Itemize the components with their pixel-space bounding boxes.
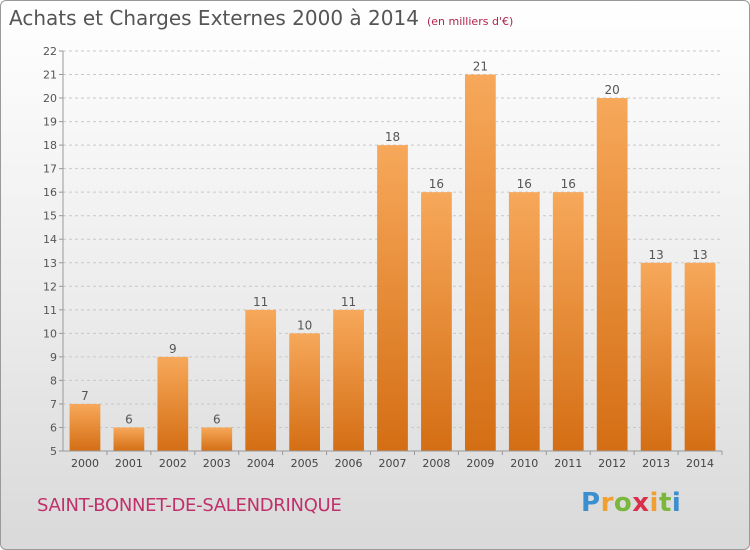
bar [69, 403, 101, 451]
x-tick-label: 2001 [115, 457, 143, 470]
x-tick-label: 2008 [422, 457, 450, 470]
y-tick-label: 5 [50, 445, 57, 458]
y-tick-label: 6 [50, 421, 57, 434]
x-tick-label: 2000 [71, 457, 99, 470]
data-label: 9 [169, 342, 177, 356]
y-tick-label: 16 [43, 186, 57, 199]
y-tick-label: 21 [43, 69, 57, 82]
y-tick-label: 22 [43, 45, 57, 58]
x-tick-label: 2014 [686, 457, 714, 470]
bars: 7 6 9 6 11 10 11 18 16 21 16 16 20 13 13 [69, 60, 716, 452]
data-label: 11 [253, 295, 268, 309]
data-label: 6 [125, 412, 133, 426]
x-tick-label: 2002 [159, 457, 187, 470]
data-label: 10 [297, 318, 312, 332]
y-axis: 5 6 7 8 9 10 11 12 13 14 15 16 17 18 19 20 21 22 [43, 45, 63, 458]
y-tick-label: 14 [43, 233, 57, 246]
x-tick-label: 2012 [598, 457, 626, 470]
x-tick-label: 2013 [642, 457, 670, 470]
bar [640, 262, 672, 451]
y-tick-label: 13 [43, 257, 57, 270]
x-tick-label: 2010 [510, 457, 538, 470]
title-text: Achats et Charges Externes 2000 à 2014 [9, 6, 419, 30]
y-tick-label: 12 [43, 280, 57, 293]
bar [508, 192, 540, 452]
y-tick-label: 7 [50, 398, 57, 411]
bar [289, 333, 321, 451]
x-tick-label: 2009 [466, 457, 494, 470]
bar [596, 98, 628, 451]
data-label: 6 [213, 412, 221, 426]
y-tick-label: 15 [43, 210, 57, 223]
y-tick-label: 18 [43, 139, 57, 152]
y-tick-label: 17 [43, 163, 57, 176]
y-tick-label: 8 [50, 374, 57, 387]
y-tick-label: 11 [43, 304, 57, 317]
x-tick-label: 2005 [291, 457, 319, 470]
bar [377, 145, 408, 451]
bar [201, 427, 233, 451]
y-tick-label: 20 [43, 92, 57, 105]
bar [464, 74, 496, 451]
y-tick-label: 10 [43, 327, 57, 340]
x-tick-label: 2007 [379, 457, 407, 470]
y-tick-label: 9 [50, 351, 57, 364]
bar [333, 309, 364, 451]
bar [684, 262, 716, 451]
chart-title: Achats et Charges Externes 2000 à 2014 (e… [9, 6, 513, 30]
bar [113, 427, 145, 451]
data-label: 13 [648, 248, 663, 262]
unit-label: (en milliers d'€) [426, 15, 514, 28]
data-label: 18 [385, 130, 400, 144]
x-tick-label: 2004 [247, 457, 275, 470]
y-tick-label: 19 [43, 116, 57, 129]
bar [245, 309, 277, 451]
x-tick-label: 2011 [554, 457, 582, 470]
data-label: 7 [81, 389, 89, 403]
bar [421, 192, 452, 452]
x-axis: 2000 2001 2002 2003 2004 2005 2006 2007 2008 2009… [71, 451, 723, 470]
data-label: 16 [429, 177, 444, 191]
data-label: 13 [692, 248, 707, 262]
city-name: SAINT-BONNET-DE-SALENDRINQUE [37, 495, 342, 516]
data-label: 20 [605, 83, 620, 97]
x-tick-label: 2003 [203, 457, 231, 470]
data-label: 11 [341, 295, 356, 309]
x-tick-label: 2006 [335, 457, 363, 470]
data-label: 16 [561, 177, 576, 191]
data-label: 21 [473, 60, 488, 74]
data-label: 16 [517, 177, 532, 191]
proxiti-logo[interactable]: Proxiti [581, 488, 682, 518]
bar [157, 356, 189, 451]
bar [552, 192, 584, 452]
